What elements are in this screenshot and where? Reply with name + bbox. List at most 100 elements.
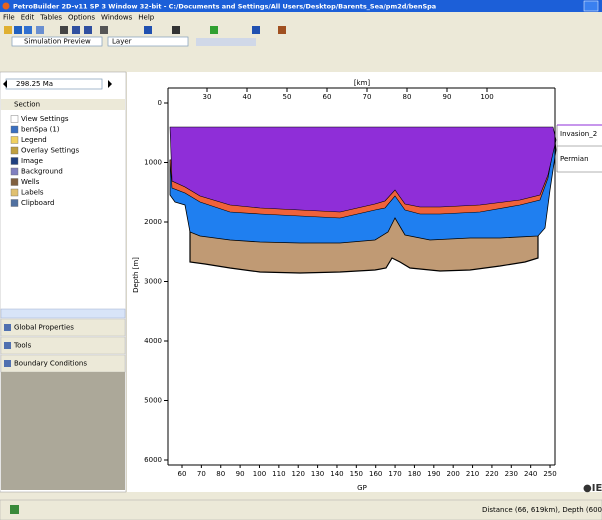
- tree-icon: [11, 168, 18, 175]
- bottom-tick-label: 110: [272, 470, 285, 478]
- menu-item[interactable]: Help: [138, 14, 155, 22]
- bottom-tick-label: 150: [350, 470, 363, 478]
- panel-empty: [1, 372, 125, 490]
- tool-icon[interactable]: [36, 26, 44, 34]
- section-label: Global Properties: [14, 324, 74, 332]
- logo: ●IE: [583, 483, 602, 494]
- bottom-tick-label: 120: [292, 470, 305, 478]
- top-tick-label: 30: [203, 93, 212, 101]
- section-label: Boundary Conditions: [14, 360, 87, 368]
- left-tick-label: 2000: [144, 218, 162, 226]
- menu-item[interactable]: Options: [68, 14, 95, 22]
- top-tick-label: 80: [403, 93, 412, 101]
- tool-icon[interactable]: [24, 26, 32, 34]
- tree-item[interactable]: Image: [21, 157, 43, 165]
- tool-icon[interactable]: [14, 26, 22, 34]
- tool-icon[interactable]: [72, 26, 80, 34]
- left-axis-label: Depth [m]: [132, 257, 140, 293]
- tree-item[interactable]: Labels: [21, 189, 44, 197]
- bottom-tick-label: 170: [388, 470, 401, 478]
- bottom-axis-label: GP: [357, 484, 367, 492]
- menu-item[interactable]: File: [3, 14, 15, 22]
- tool-icon[interactable]: [100, 26, 108, 34]
- left-tick-label: 4000: [144, 337, 162, 345]
- tree-item[interactable]: Clipboard: [21, 199, 54, 207]
- top-tick-label: 90: [443, 93, 452, 101]
- tool-icon[interactable]: [278, 26, 286, 34]
- bottom-tick-label: 100: [253, 470, 266, 478]
- bottom-tick-label: 240: [524, 470, 537, 478]
- section-label: Tools: [13, 342, 32, 350]
- menu-item[interactable]: Tables: [39, 14, 62, 22]
- tree-icon: [11, 147, 18, 154]
- section-icon: [4, 360, 11, 367]
- tree-icon: [11, 137, 18, 144]
- geology-section: [170, 125, 602, 273]
- view-dropdown-text: Simulation Preview: [24, 38, 91, 46]
- tree-item[interactable]: benSpa (1): [21, 126, 60, 134]
- top-axis-label: [km]: [354, 79, 371, 87]
- bottom-tick-label: 190: [427, 470, 440, 478]
- toolbar-icons-2: [196, 38, 256, 46]
- tree-item[interactable]: Legend: [21, 136, 47, 144]
- app-icon: [3, 3, 10, 10]
- bottom-tick-label: 210: [466, 470, 479, 478]
- bottom-tick-label: 70: [197, 470, 206, 478]
- tree-icon: [11, 116, 18, 123]
- tree-item[interactable]: Background: [21, 168, 63, 176]
- tree-item[interactable]: Wells: [21, 178, 40, 186]
- top-tick-label: 60: [323, 93, 332, 101]
- tool-icon[interactable]: [144, 26, 152, 34]
- section-icon: [4, 342, 11, 349]
- tree-icon: [11, 200, 18, 207]
- layer-dropdown-text: Layer: [112, 38, 132, 46]
- top-tick-label: 50: [283, 93, 292, 101]
- menu-item[interactable]: Windows: [101, 14, 133, 22]
- section-icon: [4, 324, 11, 331]
- app-window: PetroBuilder 2D-v11 SP 3 Window 32-bit -…: [0, 0, 602, 520]
- layer-purple: [170, 127, 556, 212]
- bottom-tick-label: 80: [216, 470, 225, 478]
- legend-entry: Permian: [560, 155, 589, 163]
- tool-icon[interactable]: [252, 26, 260, 34]
- tree-icon: [11, 158, 18, 165]
- age-text: 298.25 Ma: [16, 80, 53, 88]
- left-tick-label: 0: [158, 99, 162, 107]
- top-tick-label: 70: [363, 93, 372, 101]
- legend-entry: Invasion_2: [560, 130, 597, 138]
- tool-icon[interactable]: [60, 26, 68, 34]
- menu-item[interactable]: Edit: [21, 14, 35, 22]
- bottom-tick-label: 180: [408, 470, 421, 478]
- bottom-tick-label: 200: [446, 470, 459, 478]
- bottom-tick-label: 220: [485, 470, 498, 478]
- section-header-text: Section: [14, 101, 40, 109]
- left-tick-label: 6000: [144, 456, 162, 464]
- left-tick-label: 1000: [144, 159, 162, 167]
- bottom-tick-label: 250: [543, 470, 556, 478]
- tool-icon[interactable]: [84, 26, 92, 34]
- bottom-tick-label: 230: [505, 470, 518, 478]
- bottom-tick-label: 130: [311, 470, 324, 478]
- left-tick-label: 3000: [144, 278, 162, 286]
- bottom-tick-label: 60: [178, 470, 187, 478]
- status-icon: [10, 505, 19, 514]
- top-tick-label: 40: [243, 93, 252, 101]
- tool-icon[interactable]: [210, 26, 218, 34]
- window-title: PetroBuilder 2D-v11 SP 3 Window 32-bit -…: [13, 3, 436, 11]
- tree-item[interactable]: View Settings: [21, 115, 69, 123]
- top-tick-label: 100: [480, 93, 493, 101]
- status-text: Distance (66, 619km), Depth (600: [482, 506, 602, 514]
- tree-icon: [11, 189, 18, 196]
- tree-icon: [11, 179, 18, 186]
- bottom-tick-label: 90: [236, 470, 245, 478]
- screen: PetroBuilder 2D-v11 SP 3 Window 32-bit -…: [0, 0, 602, 520]
- tool-icon[interactable]: [4, 26, 12, 34]
- tree-item[interactable]: Overlay Settings: [21, 147, 80, 155]
- minimize-button[interactable]: [584, 1, 598, 11]
- bottom-tick-label: 160: [369, 470, 382, 478]
- bottom-tick-label: 140: [330, 470, 343, 478]
- left-tick-label: 5000: [144, 397, 162, 405]
- tree-icon: [11, 126, 18, 133]
- h-scrollbar[interactable]: [1, 309, 125, 318]
- tool-icon[interactable]: [172, 26, 180, 34]
